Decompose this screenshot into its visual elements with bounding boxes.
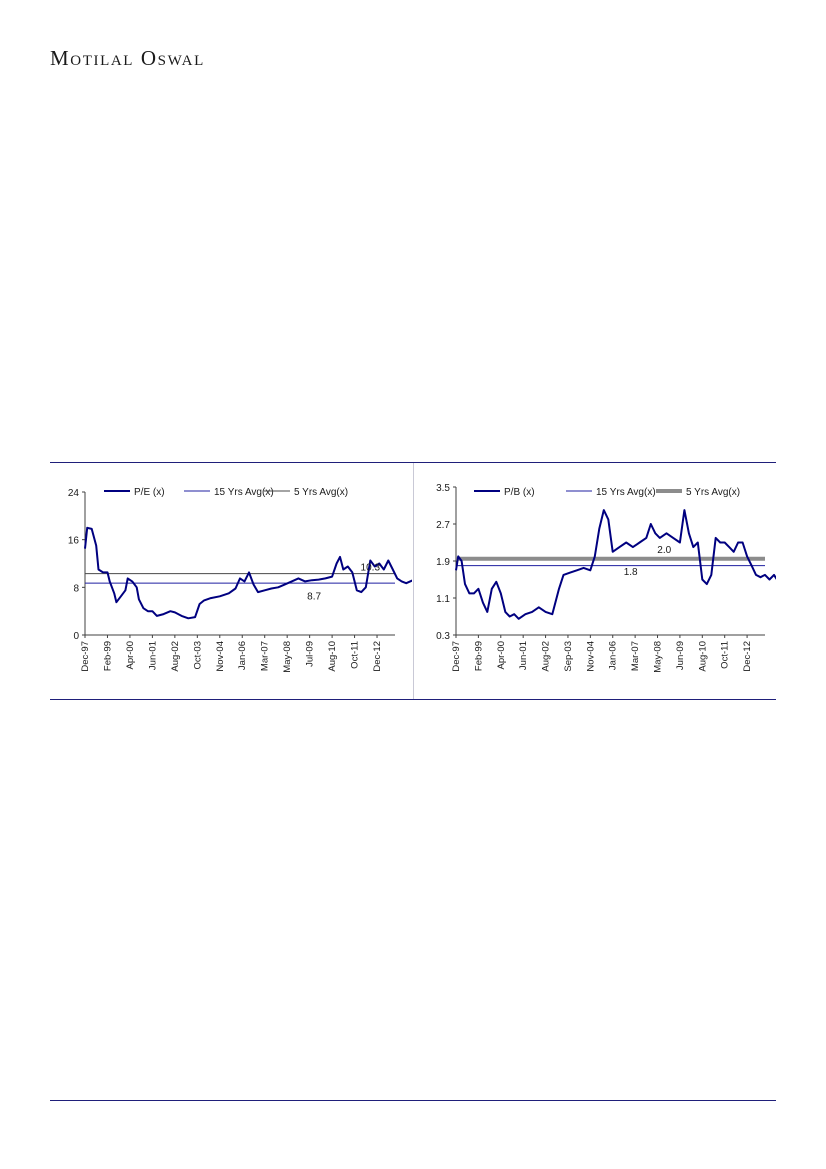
legend-label: 5 Yrs Avg(x) <box>686 487 740 498</box>
x-tick-label: Mar-07 <box>260 641 271 671</box>
x-tick-label: Sep-03 <box>563 641 574 672</box>
data-label: 1.8 <box>624 567 638 578</box>
pe-chart: 0 8 16 24 Dec-97 Feb-99 Apr-00 Jun-01 Aug-02 Oct-… <box>68 487 412 673</box>
x-tick-label: Aug-02 <box>541 641 552 672</box>
x-tick-label: Oct-03 <box>192 641 203 670</box>
x-tick-label: Aug-02 <box>170 641 181 672</box>
y-tick-label: 1.9 <box>436 557 450 568</box>
y-tick-label: 2.7 <box>436 520 450 531</box>
x-tick-label: Jun-01 <box>518 641 529 670</box>
x-tick-label: Jan-06 <box>608 641 619 670</box>
x-tick-label: Dec-97 <box>80 641 91 672</box>
x-tick-label: Aug-10 <box>327 641 338 672</box>
y-tick-label: 16 <box>68 536 80 547</box>
x-tick-label: May-08 <box>653 641 664 673</box>
legend-label: P/B (x) <box>504 487 535 498</box>
x-tick-label: Jan-06 <box>237 641 248 670</box>
x-tick-label: Mar-07 <box>630 641 641 671</box>
data-label: 2.0 <box>657 545 671 556</box>
y-tick-label: 3.5 <box>436 483 450 494</box>
series-line <box>455 509 776 620</box>
y-tick-label: 24 <box>68 488 80 499</box>
x-tick-label: Dec-12 <box>742 641 753 672</box>
y-tick-label: 0 <box>73 631 79 642</box>
series-line <box>84 526 412 620</box>
x-tick-label: Oct-11 <box>720 641 731 669</box>
x-tick-label: Jul-09 <box>305 641 316 667</box>
x-tick-label: Feb-99 <box>102 641 113 671</box>
x-tick-label: Nov-04 <box>215 641 226 672</box>
x-tick-label: Jun-01 <box>147 641 158 670</box>
brand-logo: Motilal Oswal <box>50 46 205 70</box>
x-tick-label: Aug-10 <box>697 641 708 672</box>
data-label: 8.7 <box>307 591 321 602</box>
x-tick-label: Jun-09 <box>675 641 686 670</box>
data-label: 10.3 <box>361 563 381 574</box>
footer-rule <box>50 1100 776 1101</box>
x-tick-label: Feb-99 <box>473 641 484 671</box>
x-tick-label: Dec-97 <box>451 641 462 672</box>
legend-label: 15 Yrs Avg(x) <box>596 487 656 498</box>
valuation-charts-panel: 0 8 16 24 Dec-97 Feb-99 Apr-00 Jun-01 Aug-02 Oct-… <box>50 462 776 700</box>
x-tick-label: Dec-12 <box>372 641 383 672</box>
legend-label: 15 Yrs Avg(x) <box>214 487 274 498</box>
x-tick-label: Nov-04 <box>585 641 596 672</box>
x-tick-label: Apr-00 <box>125 641 136 670</box>
panel-divider <box>413 463 414 699</box>
legend-label: 5 Yrs Avg(x) <box>294 487 348 498</box>
x-tick-label: Oct-11 <box>350 641 361 669</box>
legend-label: P/E (x) <box>134 487 165 498</box>
y-tick-label: 8 <box>73 583 79 594</box>
x-tick-label: Apr-00 <box>496 641 507 670</box>
x-tick-label: May-08 <box>282 641 293 673</box>
pb-chart: 0.3 1.1 1.9 2.7 3.5 Dec-97 Feb-99 Apr-00 Jun-01 A… <box>436 483 776 673</box>
y-tick-label: 1.1 <box>436 594 450 605</box>
y-tick-label: 0.3 <box>436 631 450 642</box>
